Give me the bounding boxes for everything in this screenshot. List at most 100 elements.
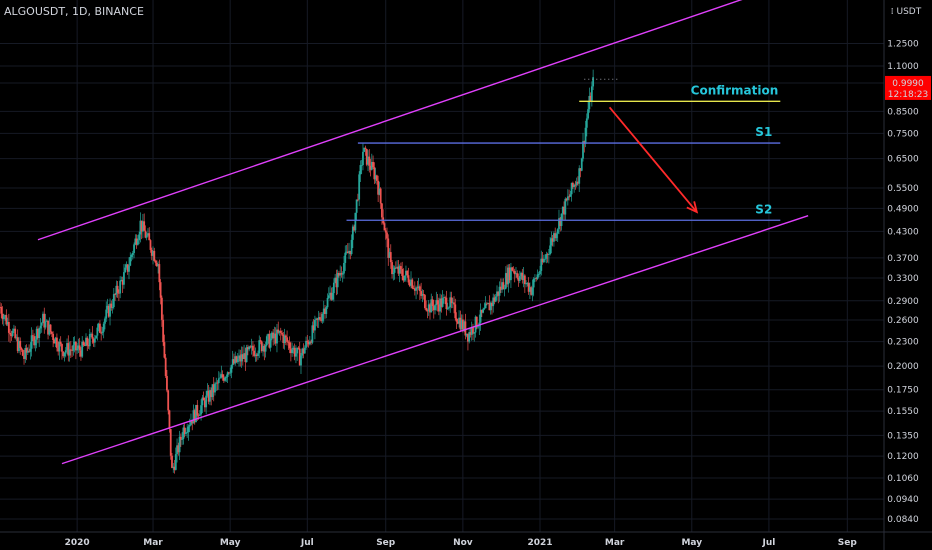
candle [468,328,471,344]
candle [30,327,33,357]
candle [5,309,8,326]
candle-body [18,340,20,352]
candle [259,337,262,345]
candle [301,347,304,359]
candle [378,181,381,196]
candle-body [288,342,291,349]
candle [296,347,299,361]
candle-body [378,188,381,195]
candle [243,344,245,360]
candle-body [482,309,485,313]
candle-body [310,341,313,343]
candle-body [44,321,47,328]
candle-body [356,199,359,201]
candle-body [335,277,338,288]
candle [167,389,170,415]
candle [50,331,53,338]
candle-body [259,340,262,342]
candle [587,102,589,120]
candle-body [518,276,521,281]
candle-body [173,466,176,470]
date-tick-label: Sep [376,538,396,548]
candle [369,158,372,177]
candle-body [39,325,42,329]
candle-body [148,233,151,241]
candle [219,372,221,379]
candle-body [461,319,464,330]
candle-body [497,291,500,296]
candle-body [427,304,430,312]
candle [345,245,348,255]
candle-body [343,262,345,274]
candle [53,338,56,344]
candle [516,270,519,280]
candle-body [260,341,263,352]
candle-body [207,390,210,402]
current-price-tag [885,75,931,100]
price-tick-label: 0.1750 [887,386,919,396]
candle-body [546,254,549,255]
symbol-title: ALGOUSDT, 1D, BINANCE [4,5,144,18]
candle-body [144,230,147,238]
candle [427,300,430,316]
candle-body [169,429,172,456]
candle-body [584,127,587,144]
candle-body [391,262,393,275]
candle [346,243,349,254]
candle [77,338,80,354]
candle [539,265,541,277]
candle [413,281,416,296]
candle [238,349,240,367]
candle [482,307,485,314]
candle-body [19,340,22,348]
candle-body [459,317,462,330]
candle-body [568,196,570,198]
candle [324,304,326,319]
candle [570,182,573,202]
candle [97,322,100,332]
candle [87,338,90,349]
candle-body [159,282,162,298]
candle [47,320,49,340]
date-tick-label: Mar [605,538,625,548]
candle-body [406,270,409,276]
candle-body [410,279,412,286]
candle-body [324,308,326,314]
candle [224,376,227,383]
candle-body [364,147,367,149]
candle-body [575,181,578,186]
candle-body [350,239,353,255]
candle-body [272,332,275,339]
candle [157,261,159,274]
candle [202,391,205,401]
candle [262,343,264,357]
candle [373,162,376,185]
candle [444,295,447,305]
candle-body [129,256,132,266]
candle-body [34,339,37,346]
candle-body [248,346,251,350]
candle [21,349,24,357]
candle [451,297,454,309]
candle [527,277,530,295]
candle-body [421,294,424,296]
candle [73,336,76,353]
candle [415,285,417,300]
candle [498,281,501,302]
candle [530,285,533,296]
candle [331,287,334,301]
candle-body [74,341,77,351]
candle-body [429,304,431,313]
candle-body [358,174,361,200]
candle [588,87,591,113]
candle [216,380,219,391]
candle [406,270,409,278]
candle-body [279,330,282,333]
candle [96,323,99,341]
candle [449,291,452,313]
candle [465,333,468,338]
candle-body [365,148,368,165]
s2-label: S2 [755,202,772,216]
candle [163,334,166,359]
